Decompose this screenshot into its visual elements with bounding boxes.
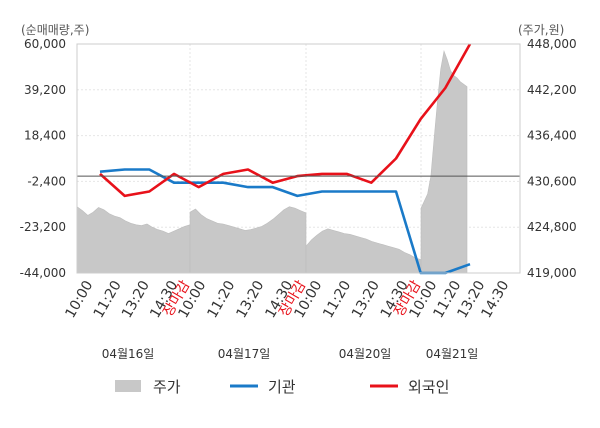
right-axis-tick-label: 442,200 xyxy=(527,83,577,97)
plot-frame xyxy=(76,43,521,274)
right-axis-tick-label: 430,600 xyxy=(527,174,577,188)
time-tick-label: 13:20 xyxy=(233,278,267,321)
right-axis-tick-label: 448,000 xyxy=(527,37,577,51)
time-axis-ticks: 10:0011:2013:2014:30장마감10:0011:2013:2014… xyxy=(62,278,512,321)
right-axis-tick-label: 436,400 xyxy=(527,129,577,143)
legend-label: 주가 xyxy=(153,378,181,396)
time-tick-label: 11:20 xyxy=(204,278,238,321)
left-axis-tick-label: -23,200 xyxy=(20,220,66,234)
price-area-session-3 xyxy=(305,228,422,274)
date-labels: 04월16일 04월17일 04월20일 04월21일 xyxy=(102,347,479,361)
time-tick-label: 11:20 xyxy=(320,278,354,321)
legend-label: 외국인 xyxy=(408,378,449,396)
right-axis-ticks: 448,000 442,200 436,400 430,600 424,800 419,0… xyxy=(527,37,577,280)
date-label: 04월21일 xyxy=(426,347,479,361)
left-axis-tick-label: 18,400 xyxy=(24,129,66,143)
left-axis-ticks: 60,000 39,200 18,400 -2,400 -23,200 -44,000 xyxy=(20,37,66,280)
right-axis-unit-label: (주가,원) xyxy=(518,23,564,37)
axis-frame xyxy=(76,43,521,274)
left-axis-tick-label: -2,400 xyxy=(27,174,66,188)
price-area-session-1 xyxy=(76,206,191,274)
legend-swatch-주가 xyxy=(115,380,141,392)
right-axis-tick-label: 424,800 xyxy=(527,220,577,234)
date-label: 04월16일 xyxy=(102,347,155,361)
series-line-외국인 xyxy=(99,43,472,198)
right-axis-tick-label: 419,000 xyxy=(527,266,577,280)
legend: 주가 기관 외국인 xyxy=(115,378,449,396)
time-tick-label: 13:20 xyxy=(349,278,383,321)
left-axis-tick-label: 39,200 xyxy=(24,83,66,97)
legend-label: 기관 xyxy=(268,378,296,396)
price-area-series xyxy=(76,49,468,274)
price-area-session-2 xyxy=(189,206,307,274)
left-axis-tick-label: 60,000 xyxy=(24,37,66,51)
left-axis-unit-label: (순매매량,주) xyxy=(21,23,89,37)
price-area-session-4 xyxy=(420,49,468,274)
left-axis-tick-label: -44,000 xyxy=(20,266,66,280)
time-tick-label: 11:20 xyxy=(91,278,125,321)
date-label: 04월17일 xyxy=(218,347,271,361)
date-label: 04월20일 xyxy=(339,347,392,361)
